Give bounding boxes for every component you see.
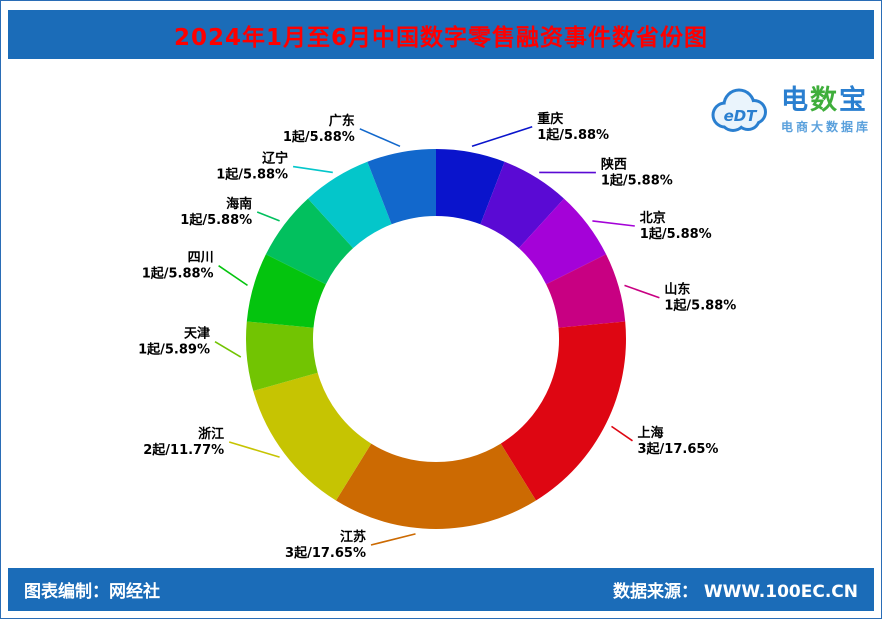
label-leader-line xyxy=(592,220,635,227)
chart-credit: 图表编制：网经社 xyxy=(24,582,160,602)
segment-value-label: 3起/17.65% xyxy=(638,441,719,457)
segment-province-label: 浙江 xyxy=(198,426,224,442)
segment-value-label: 1起/5.88% xyxy=(664,298,736,314)
segment-value-label: 1起/5.88% xyxy=(216,167,288,183)
segment-value-label: 1起/5.88% xyxy=(283,129,355,145)
donut-segment-陕西 xyxy=(480,161,564,249)
label-leader-line xyxy=(228,441,280,458)
label-leader-line xyxy=(624,284,660,299)
donut-segment-山东 xyxy=(546,254,626,328)
segment-value-label: 2起/11.77% xyxy=(143,442,224,458)
segment-province-label: 海南 xyxy=(226,196,252,212)
segment-province-label: 天津 xyxy=(184,326,210,342)
donut-segment-四川 xyxy=(246,254,326,328)
donut-segment-天津 xyxy=(246,321,318,391)
data-source: 数据来源： WWW.100EC.CN xyxy=(613,582,858,602)
donut-segment-海南 xyxy=(265,198,354,285)
donut-segment-上海 xyxy=(500,321,627,501)
footer-banner: 图表编制：网经社 数据来源： WWW.100EC.CN xyxy=(8,568,874,611)
segment-value-label: 1起/5.89% xyxy=(138,342,210,358)
segment-value-label: 1起/5.88% xyxy=(142,266,214,282)
segment-province-label: 陕西 xyxy=(601,157,627,173)
donut-segment-江苏 xyxy=(336,443,536,529)
segment-province-label: 山东 xyxy=(664,282,690,298)
label-leader-line xyxy=(471,126,533,148)
label-leader-line xyxy=(214,341,242,358)
edt-abbr-text: eDT xyxy=(724,107,759,125)
label-leader-line xyxy=(370,533,416,546)
brand-char: 数 xyxy=(809,85,839,116)
segment-value-label: 1起/5.88% xyxy=(180,212,252,228)
brand-name: 电数宝 xyxy=(780,85,871,116)
brand-char: 宝 xyxy=(838,85,868,116)
donut-segment-广东 xyxy=(367,148,436,225)
segment-value-label: 3起/17.65% xyxy=(285,545,366,561)
segment-value-label: 1起/5.88% xyxy=(537,127,609,143)
label-leader-line xyxy=(292,165,333,174)
segment-province-label: 重庆 xyxy=(537,111,563,127)
donut-segment-辽宁 xyxy=(308,161,392,249)
segment-province-label: 四川 xyxy=(188,251,214,266)
label-leader-line xyxy=(359,128,401,148)
logo-text: 电数宝 电商大数据库 xyxy=(781,85,871,135)
segment-province-label: 辽宁 xyxy=(262,151,288,167)
edt-logo: eDT 电数宝 电商大数据库 xyxy=(704,85,871,135)
segment-province-label: 江苏 xyxy=(340,529,366,545)
brand-subtitle: 电商大数据库 xyxy=(780,120,871,135)
segment-province-label: 上海 xyxy=(638,425,664,441)
donut-segment-重庆 xyxy=(436,149,505,225)
segment-value-label: 1起/5.88% xyxy=(601,173,673,189)
label-leader-line xyxy=(611,425,633,442)
donut-segment-北京 xyxy=(518,198,607,285)
segment-province-label: 北京 xyxy=(640,210,666,226)
segment-value-label: 1起/5.88% xyxy=(640,226,712,242)
label-leader-line xyxy=(256,211,280,222)
title-banner: 2024年1月至6月中国数字零售融资事件数省份图 xyxy=(8,10,874,59)
label-leader-line xyxy=(218,265,248,287)
page-title: 2024年1月至6月中国数字零售融资事件数省份图 xyxy=(173,24,709,51)
segment-province-label: 广东 xyxy=(329,113,355,129)
cloud-icon: eDT xyxy=(711,88,767,132)
brand-char: 电 xyxy=(780,85,810,116)
donut-segment-浙江 xyxy=(253,372,372,501)
